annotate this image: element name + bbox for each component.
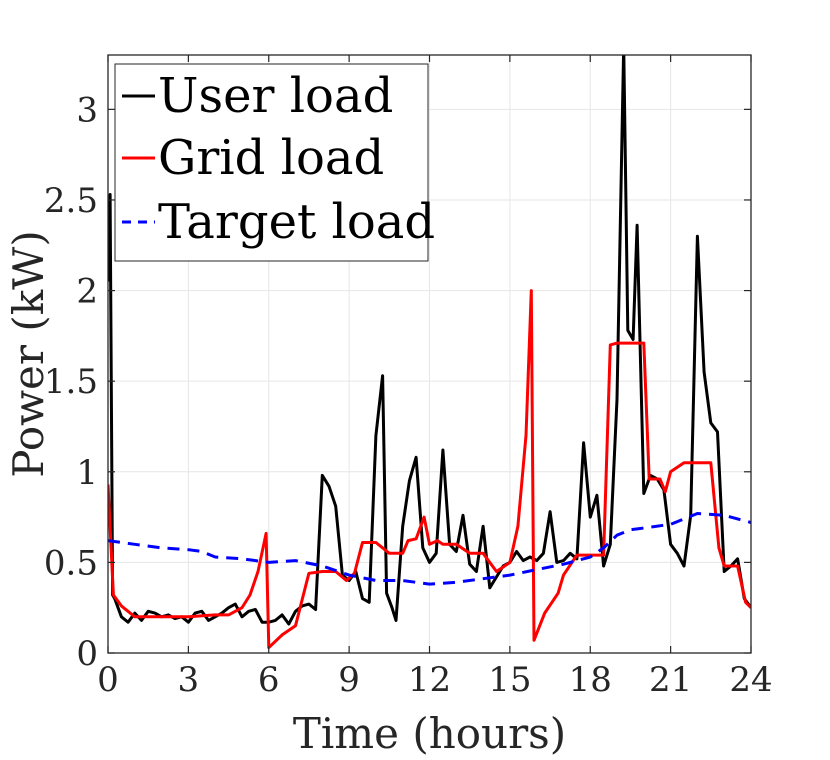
legend-entry-user-load: User load: [158, 68, 393, 124]
x-tick-label: 9: [338, 660, 360, 700]
legend-entry-target-load: Target load: [158, 194, 435, 250]
y-tick-label: 2.5: [44, 181, 98, 221]
y-tick-label: 2: [76, 272, 98, 312]
y-tick-label: 0.5: [44, 543, 98, 583]
x-tick-label: 18: [569, 660, 612, 700]
legend: User load Grid load Target load: [114, 63, 435, 262]
y-tick-label: 3: [76, 90, 98, 130]
y-tick-label: 1.5: [44, 362, 98, 402]
y-tick-label: 0: [76, 634, 98, 674]
series-line-user-load: [108, 55, 751, 626]
series-line-target-load: [108, 512, 751, 586]
x-axis-title: Time (hours): [293, 709, 566, 758]
legend-entry-grid-load: Grid load: [158, 130, 384, 186]
x-tick-label: 3: [178, 660, 200, 700]
legend-box: [114, 63, 429, 262]
x-tick-label: 21: [649, 660, 692, 700]
x-tick-label: 0: [97, 660, 119, 700]
x-tick-label: 12: [408, 660, 451, 700]
ticks: 0 3 6 9 12 15 18 21 24 0 0.5 1 1.5 2 2.5 3: [44, 55, 773, 700]
y-axis-title: Power (kW): [4, 230, 53, 477]
x-tick-label: 15: [488, 660, 531, 700]
x-tick-label: 24: [729, 660, 772, 700]
series-group: [108, 55, 751, 650]
y-tick-label: 1: [76, 453, 98, 493]
series-line-grid-load: [108, 289, 751, 650]
x-tick-label: 6: [258, 660, 280, 700]
